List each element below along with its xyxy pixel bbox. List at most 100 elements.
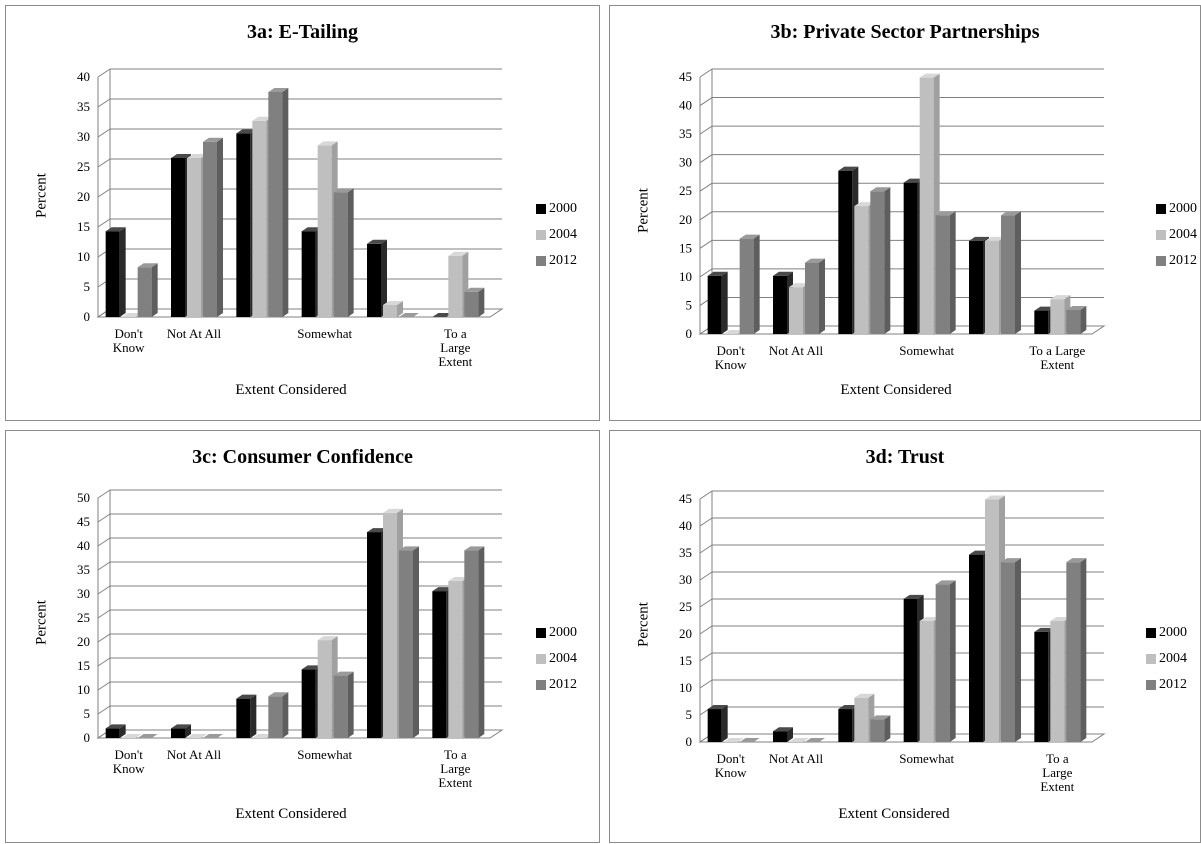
- bar-top: [707, 705, 728, 710]
- bar-top: [1066, 558, 1087, 563]
- gridline-slant: [97, 585, 111, 595]
- bar-top: [854, 693, 875, 698]
- y-tick-label: 10: [77, 249, 90, 264]
- bar-top: [171, 724, 191, 729]
- gridline-slant: [699, 571, 713, 581]
- bar-top: [333, 671, 354, 676]
- x-tick-label: Know: [113, 340, 145, 355]
- bar: [1034, 631, 1049, 742]
- bar-top: [432, 313, 453, 317]
- y-tick-label: 25: [77, 610, 90, 625]
- bar: [969, 554, 983, 742]
- bar-top: [236, 694, 257, 699]
- bar-side: [347, 188, 354, 317]
- bar-top: [1001, 558, 1021, 563]
- gridline-slant: [97, 561, 111, 571]
- gridline-slant: [97, 633, 111, 643]
- bar-side: [721, 271, 728, 334]
- bar: [171, 158, 185, 317]
- bar: [317, 145, 332, 317]
- x-tick-label: Somewhat: [899, 751, 954, 766]
- bar: [935, 215, 950, 334]
- y-tick-label: 45: [679, 69, 692, 84]
- y-axis-label: Percent: [635, 188, 652, 233]
- bar: [464, 550, 479, 738]
- bar-side: [119, 227, 126, 317]
- y-tick-label: 0: [686, 734, 693, 749]
- x-tick-label: To a: [444, 326, 467, 341]
- bar-side: [884, 187, 891, 334]
- bar-top: [432, 587, 453, 592]
- x-tick-label: Know: [715, 765, 747, 780]
- bar-side: [787, 727, 793, 742]
- y-tick-label: 25: [679, 183, 692, 198]
- bar: [707, 275, 722, 334]
- chart-title: 3d: Trust: [865, 446, 945, 468]
- bar: [383, 512, 397, 738]
- bar: [707, 709, 722, 742]
- bar-top: [448, 251, 469, 256]
- legend-item-2004: 2004: [536, 222, 577, 248]
- x-tick-label: Extent: [1040, 357, 1074, 372]
- bar: [432, 591, 447, 738]
- bar-side: [151, 263, 158, 317]
- y-tick-label: 40: [77, 538, 90, 553]
- gridline-slant: [97, 657, 111, 667]
- gridline-slant: [699, 679, 713, 689]
- y-tick-label: 15: [77, 219, 90, 234]
- x-tick-label: Don't: [716, 751, 745, 766]
- bar-top: [903, 594, 924, 599]
- bar-top: [399, 546, 419, 551]
- bar: [739, 238, 754, 334]
- bar-top: [1066, 306, 1087, 311]
- gridline-slant: [97, 537, 111, 547]
- bar-side: [1015, 211, 1021, 334]
- x-axis-label: Extent Considered: [838, 806, 950, 822]
- bar: [383, 305, 397, 317]
- bar-top: [464, 287, 485, 292]
- bar: [838, 170, 853, 334]
- bar: [268, 92, 283, 317]
- bar: [317, 640, 332, 738]
- x-tick-label: Somewhat: [297, 747, 352, 762]
- x-tick-label: Not At All: [769, 751, 824, 766]
- bar: [919, 621, 934, 742]
- x-tick-label: Somewhat: [297, 326, 352, 341]
- bar-top: [773, 727, 793, 732]
- bar-top: [707, 271, 728, 276]
- bar-top: [203, 137, 223, 142]
- bar: [268, 696, 283, 738]
- bar: [105, 728, 120, 738]
- gridline-slant: [699, 97, 713, 106]
- bar: [985, 499, 999, 742]
- x-tick-label: Large: [440, 761, 470, 776]
- y-tick-label: 15: [679, 240, 692, 255]
- bar-side: [949, 580, 956, 742]
- bar-top: [333, 188, 354, 193]
- bar: [1050, 621, 1065, 742]
- bar-side: [1080, 558, 1087, 742]
- x-tick-label: Not At All: [769, 343, 824, 358]
- gridline-slant: [699, 652, 713, 662]
- gridline-slant: [97, 681, 111, 691]
- gridline-slant: [97, 68, 111, 78]
- y-tick-label: 20: [679, 212, 692, 227]
- legend-item-2004: 2004: [1146, 646, 1187, 672]
- bar: [773, 275, 787, 334]
- bar-top: [105, 227, 126, 232]
- bar-top: [789, 738, 809, 742]
- bar: [1050, 299, 1065, 334]
- bar-side: [1015, 558, 1021, 742]
- bar-top: [739, 738, 760, 742]
- bar-top: [301, 227, 322, 232]
- y-tick-label: 50: [77, 490, 90, 505]
- x-tick-label: Large: [1042, 765, 1072, 780]
- bar-top: [464, 546, 485, 551]
- bar: [805, 262, 819, 334]
- y-tick-label: 15: [679, 653, 692, 668]
- y-tick-label: 20: [679, 626, 692, 641]
- bar-side: [250, 694, 257, 738]
- x-tick-label: Extent: [438, 775, 472, 790]
